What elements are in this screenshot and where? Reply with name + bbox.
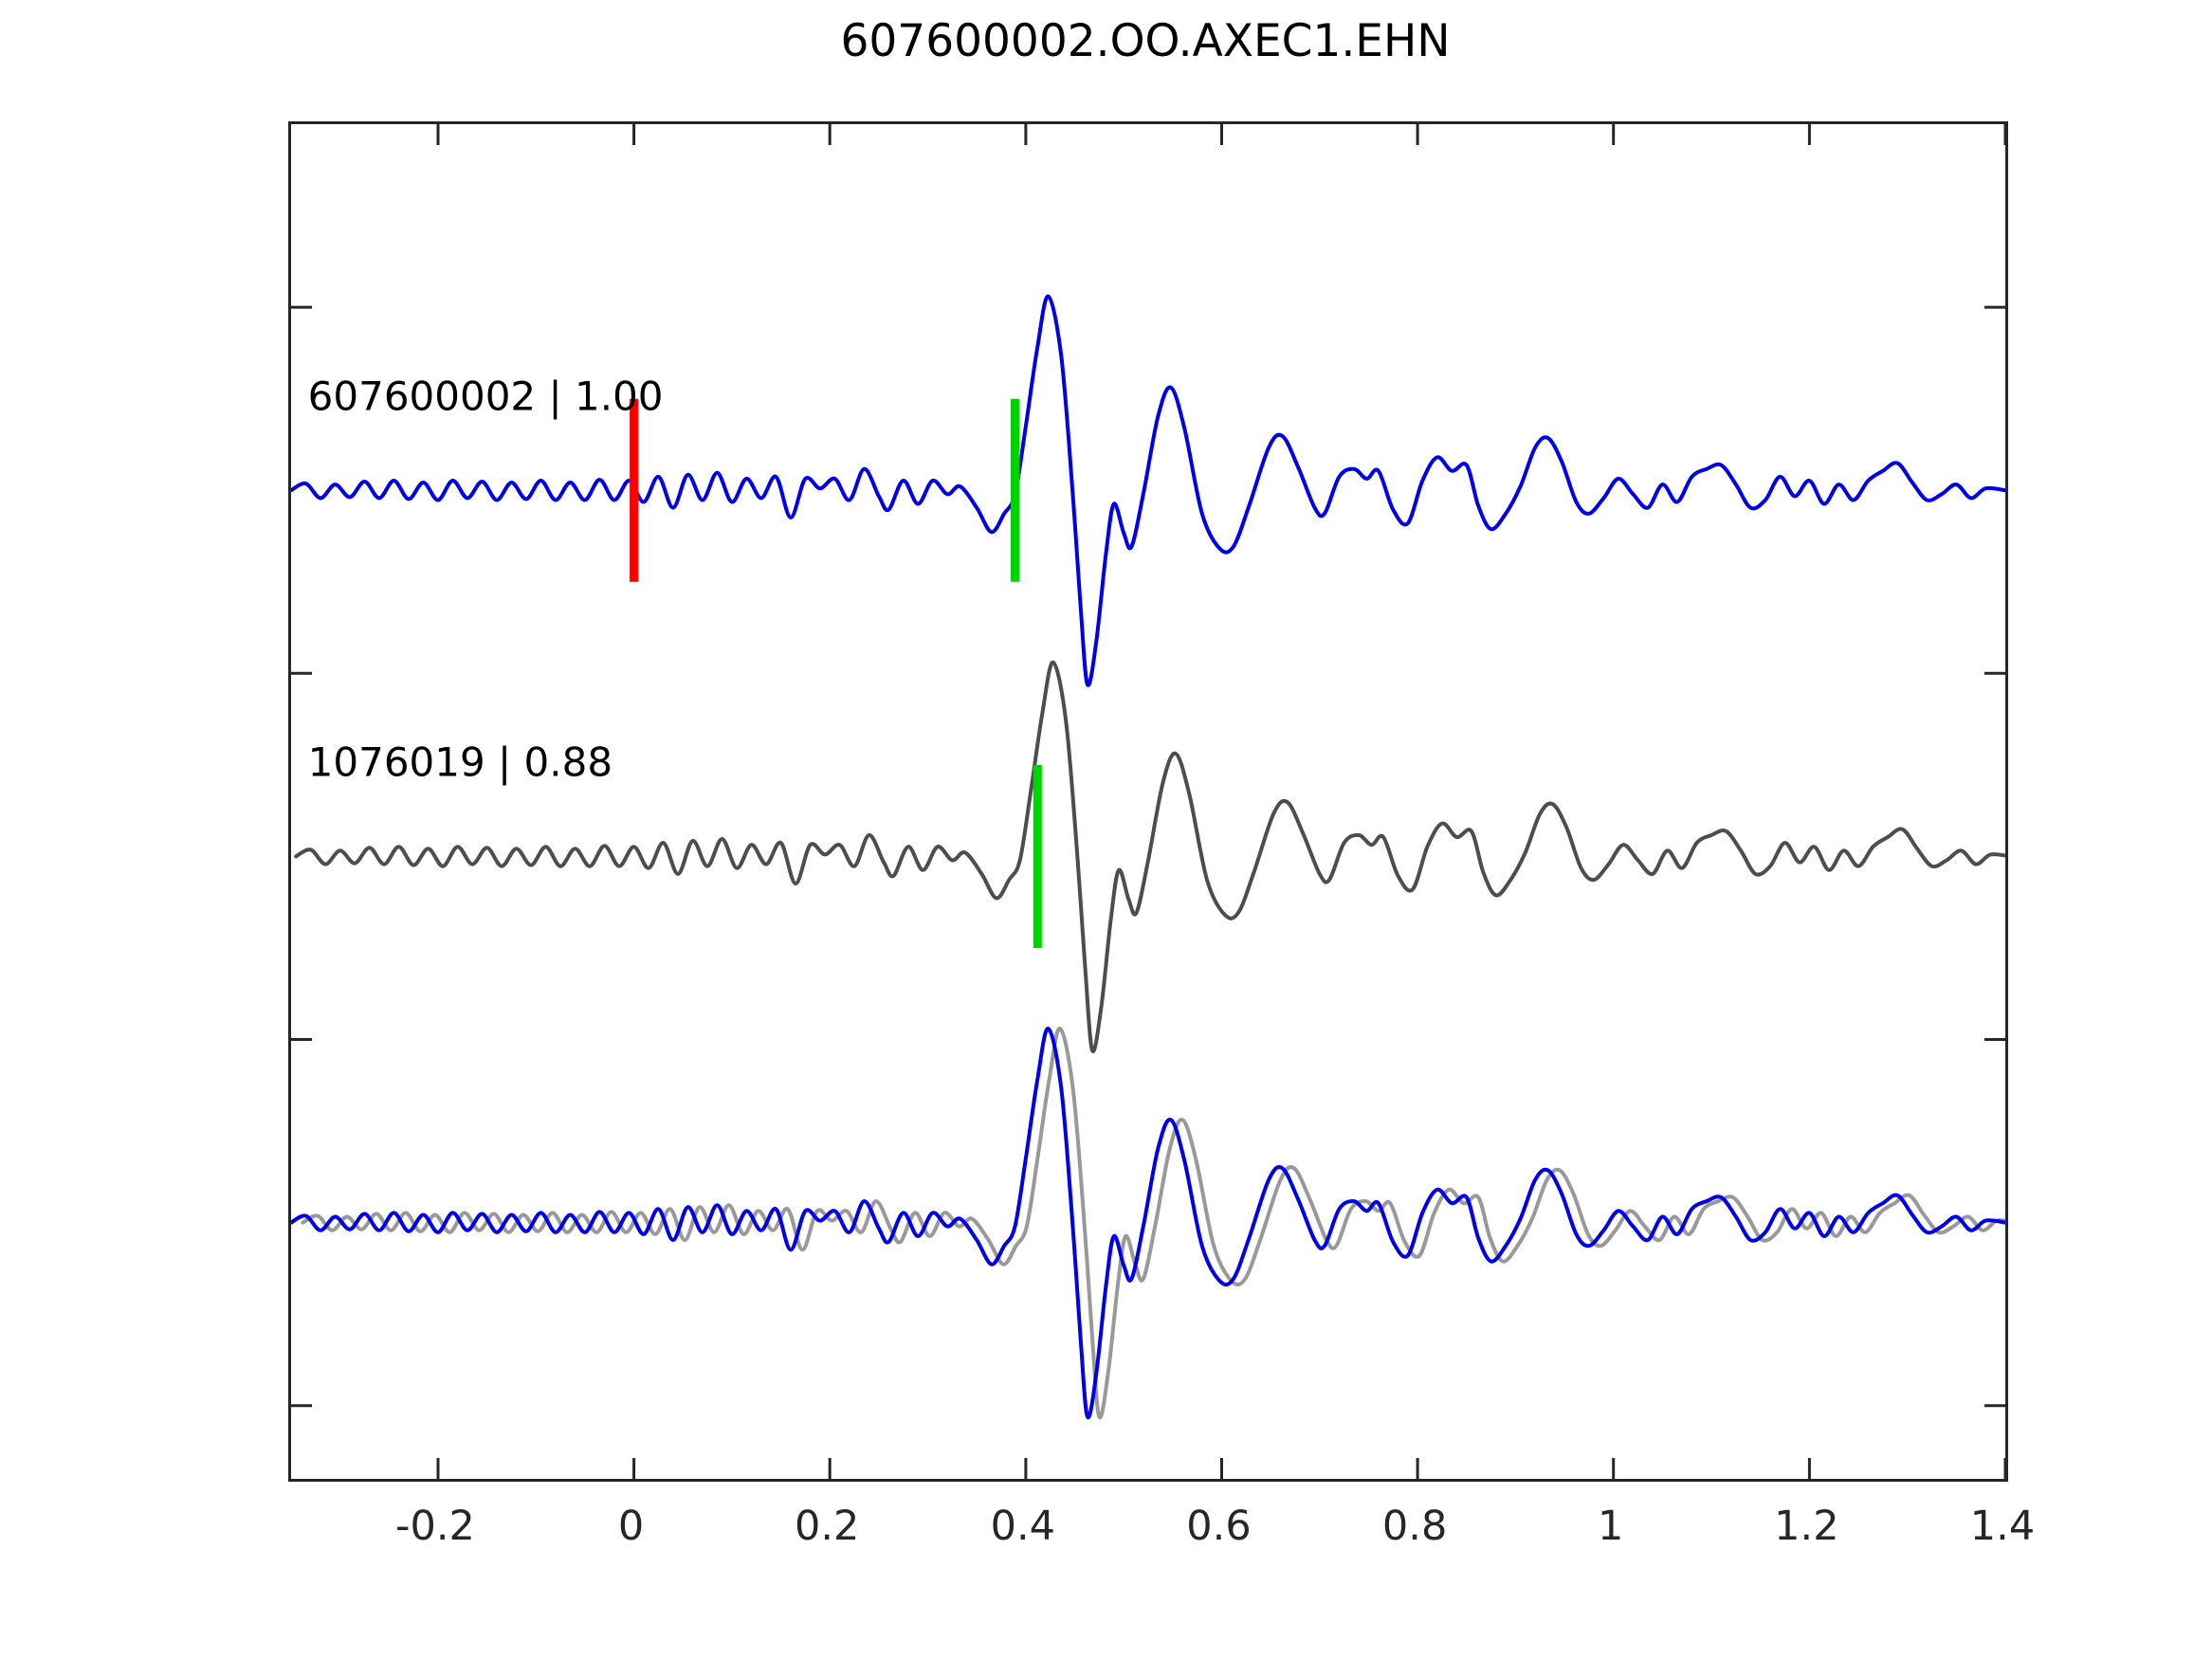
overlay-blue-trace-path	[291, 1026, 2005, 1420]
x-tick-label: -0.2	[395, 1503, 475, 1550]
matched-trace-path	[294, 660, 2005, 1053]
x-tick-label: 0.6	[1186, 1503, 1252, 1550]
x-tick-label: 0	[617, 1503, 645, 1550]
x-tick-label: 0.8	[1381, 1503, 1448, 1550]
x-tick-label: 0.2	[795, 1503, 860, 1550]
reference-trace-path	[291, 294, 2005, 687]
x-tick-label: 1.2	[1774, 1503, 1839, 1550]
waveform-canvas	[291, 124, 2005, 1479]
plot-area	[288, 121, 2008, 1482]
x-tick-label: 1	[1598, 1503, 1624, 1550]
trace-label-matched: 1076019 | 0.88	[307, 738, 613, 786]
overlay-gray-trace-path	[301, 1026, 2005, 1420]
trace-label-reference: 607600002 | 1.00	[307, 373, 664, 420]
chart-title: 607600002.OO.AXEC1.EHN	[840, 15, 1451, 67]
x-tick-label: 1.4	[1969, 1503, 2036, 1550]
x-tick-label: 0.4	[990, 1503, 1056, 1550]
